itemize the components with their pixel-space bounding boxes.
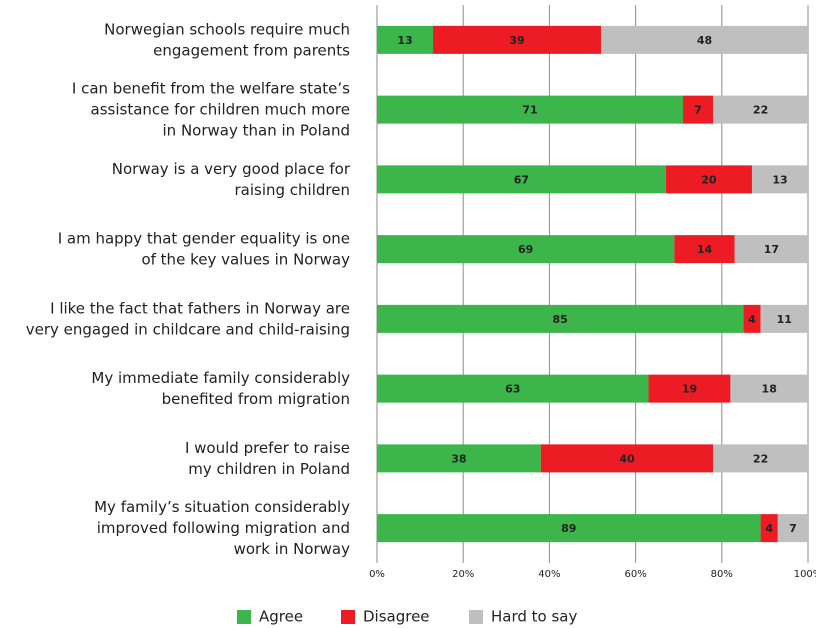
legend-swatch [237,610,251,624]
legend-swatch [469,610,483,624]
x-tick-label: 40% [538,569,560,580]
legend-label: Hard to say [491,608,577,626]
bar-segment [433,25,602,54]
bar-segment [743,304,761,333]
bar-segment [730,374,808,403]
bar-segment [377,235,675,264]
bar-segment [377,304,744,333]
value-label: 4 [765,522,773,535]
legend-label: Agree [259,608,303,626]
value-label: 40 [619,452,635,465]
category-label: I am happy that gender equality is one of… [58,229,350,268]
bar-segment [648,374,731,403]
category-label: I would prefer to raise my children in Po… [185,438,350,477]
bar-segment [777,514,808,543]
value-label: 38 [451,452,466,465]
value-label: 39 [509,34,524,47]
bar-segment [377,25,434,54]
category-label: Norway is a very good place for raising c… [112,159,351,198]
value-label: 11 [777,313,792,326]
value-label: 7 [789,522,797,535]
bar-segment [734,235,808,264]
bar-segment [377,95,684,124]
value-label: 63 [505,383,520,396]
value-label: 14 [697,243,713,256]
value-label: 22 [753,452,768,465]
bar-segment [377,444,541,473]
x-tick-label: 100% [794,569,816,580]
bar-segment [540,444,714,473]
bar-segment [377,514,761,543]
category-label: I like the fact that fathers in Norway a… [26,299,350,338]
value-label: 13 [397,34,412,47]
bar-segment [674,235,735,264]
value-label: 48 [697,34,712,47]
value-label: 7 [694,104,702,117]
x-tick-label: 0% [369,569,385,580]
value-label: 89 [561,522,576,535]
value-label: 85 [553,313,568,326]
bar-segment [665,165,752,194]
bar-segment [760,304,808,333]
bar-segment [760,514,778,543]
legend-swatch [341,610,355,624]
category-label: I can benefit from the welfare state’s as… [72,79,350,139]
bar-segment [713,95,808,124]
value-label: 18 [762,383,777,396]
bar-segment [713,444,808,473]
x-tick-label: 60% [624,569,646,580]
value-label: 4 [748,313,756,326]
bar-segment [751,165,808,194]
value-label: 67 [514,173,529,186]
bar-segment [377,374,649,403]
bar-segment [683,95,714,124]
x-tick-label: 20% [452,569,474,580]
category-label: Norwegian schools require much engagement… [104,20,350,59]
value-label: 20 [701,173,717,186]
category-label: My family’s situation considerably improv… [94,498,350,558]
legend-label: Disagree [363,608,430,626]
category-label: My immediate family considerably benefite… [91,369,350,408]
bar-segment [377,165,666,194]
bar-segment [601,25,808,54]
value-label: 71 [522,104,537,117]
value-label: 17 [764,243,779,256]
x-tick-label: 80% [711,569,733,580]
value-label: 13 [772,173,787,186]
value-label: 69 [518,243,533,256]
value-label: 19 [682,383,697,396]
value-label: 22 [753,104,768,117]
